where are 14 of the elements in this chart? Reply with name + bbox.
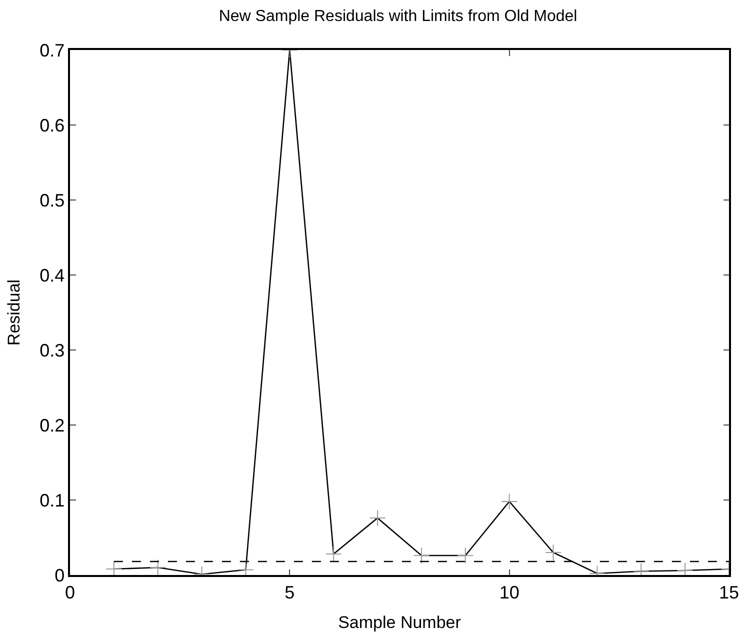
y-tick-label: 0.5 — [40, 190, 65, 210]
y-tick-label: 0.1 — [40, 490, 65, 510]
y-tick-label: 0.4 — [40, 265, 65, 286]
y-tick-label: 0.7 — [40, 40, 65, 60]
y-tick-label: 0.6 — [40, 115, 65, 136]
x-axis-title: Sample Number — [338, 613, 462, 632]
x-tick-label: 5 — [284, 582, 295, 602]
x-tick-label: 15 — [718, 582, 740, 602]
y-tick-label: 0 — [54, 565, 65, 586]
y-axis-title: Residual — [4, 279, 24, 346]
y-tick-label: 0.2 — [40, 415, 65, 436]
chart-title: New Sample Residuals with Limits from Old Model — [218, 8, 578, 25]
y-tick-label: 0.3 — [40, 340, 65, 360]
x-tick-label: 10 — [499, 582, 520, 602]
